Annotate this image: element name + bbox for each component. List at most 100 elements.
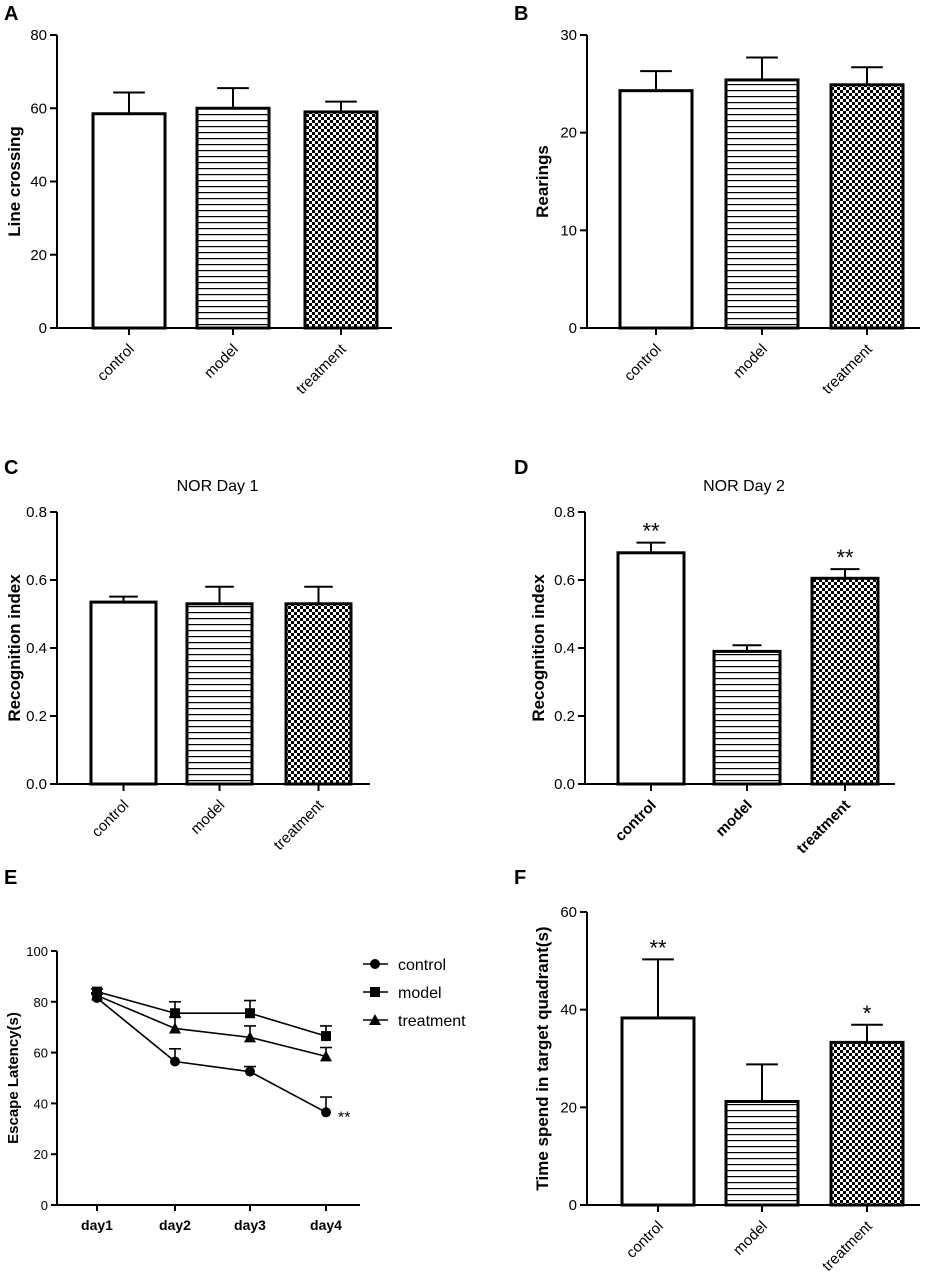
- chart-c-x-tick-label: treatment: [270, 796, 327, 853]
- chart-e-point-model: [170, 1008, 180, 1019]
- chart-c-bar-control: [89, 600, 158, 786]
- chart-e-x-tick-label: day4: [310, 1217, 342, 1233]
- chart-d-y-tick-label: 0.6: [554, 572, 575, 589]
- chart-d-bar-model: [712, 649, 782, 786]
- chart-f-y-tick-label: 20: [560, 1099, 577, 1116]
- chart-a-bar-model: [195, 106, 271, 330]
- chart-f-x-tick-label: model: [730, 1218, 771, 1259]
- chart-e-y-tick-label: 100: [26, 944, 48, 959]
- chart-b-x-tick-label: treatment: [819, 340, 876, 397]
- chart-c-y-label: Recognition index: [5, 574, 24, 722]
- panel-letter-d: D: [514, 457, 528, 479]
- chart-e-x-tick-label: day3: [234, 1217, 266, 1233]
- chart-b-plot: 0 10 20 30 Rearings control model treatment: [533, 27, 920, 398]
- chart-e-series-line-control: [96, 997, 327, 1113]
- chart-b-y-label: Rearings: [533, 145, 552, 218]
- chart-e-legend-marker-model: [370, 987, 380, 997]
- chart-e-y-tick-label: 40: [34, 1096, 48, 1111]
- chart-b-y-tick-label: 30: [560, 27, 577, 44]
- chart-e-point-treatment: [169, 1022, 181, 1034]
- chart-d-x-tick-label: treatment: [793, 797, 853, 857]
- chart-f-plot: 0 20 40 60 Time spend in target quadrant(s) c…: [533, 904, 920, 1275]
- chart-d-title: NOR Day 2: [703, 478, 785, 495]
- chart-e-point-treatment: [244, 1031, 256, 1043]
- panel-letter-f: F: [514, 867, 526, 889]
- chart-b-y-tick-label: 20: [560, 125, 577, 142]
- chart-b-x-tick-label: model: [730, 341, 771, 382]
- chart-c-y-tick-label: 0.0: [26, 776, 47, 793]
- chart-d-x-tick-label: model: [713, 797, 756, 840]
- chart-f-x-tick-label: control: [623, 1218, 667, 1262]
- panel-letter-e: E: [4, 867, 17, 889]
- panel-f: F 0 20 40 60 Time spend in target quadrant(s…: [514, 867, 920, 1275]
- chart-f-y-tick-label: 40: [560, 1002, 577, 1019]
- chart-e-x-tick-label: day1: [81, 1217, 113, 1233]
- chart-d-y-tick-label: 0.8: [554, 504, 575, 521]
- chart-d-plot: NOR Day 2 0.0 0.2 0.4 0.6 0.8 Recognition inde…: [529, 478, 895, 857]
- panel-e: E 0 20 40 60 80 100 day1 day2 day3 day4 Escape Lat…: [4, 867, 466, 1233]
- chart-c-x-tick-label: control: [88, 797, 132, 841]
- chart-c-y-tick-label: 0.4: [26, 640, 47, 657]
- chart-e-point-treatment: [91, 989, 103, 1001]
- chart-e-legend-marker-treatment: [369, 1014, 381, 1025]
- chart-d-bar-treatment: [810, 576, 880, 786]
- chart-a-plot: 0 20 40 60 80 Line crossing control model treatm…: [5, 27, 392, 398]
- chart-f-significance: *: [863, 1001, 872, 1026]
- chart-b-x-tick-label: control: [621, 341, 665, 385]
- chart-a-y-tick-label: 0: [39, 320, 47, 337]
- chart-d-y-label: Recognition index: [529, 574, 548, 722]
- chart-e-point-control: [321, 1107, 331, 1118]
- chart-b-bar-control: [618, 89, 694, 330]
- chart-a-bar-treatment: [303, 110, 379, 330]
- chart-a-x-tick-label: model: [201, 341, 242, 382]
- chart-c-y-tick-label: 0.2: [26, 708, 47, 725]
- chart-d-y-tick-label: 0.0: [554, 776, 575, 793]
- chart-e-series-line-treatment: [96, 994, 327, 1058]
- panel-letter-c: C: [4, 457, 18, 479]
- chart-d-x-tick-label: control: [612, 797, 660, 845]
- chart-e-plot: 0 20 40 60 80 100 day1 day2 day3 day4 Escape Laten…: [5, 944, 466, 1233]
- chart-f-bar-treatment: [829, 1040, 905, 1207]
- chart-b-bar-treatment: [829, 83, 905, 330]
- chart-f-y-label: Time spend in target quadrant(s): [533, 926, 552, 1190]
- chart-e-y-label: Escape Latency(s): [5, 1012, 22, 1144]
- chart-c-y-tick-label: 0.8: [26, 504, 47, 521]
- chart-d-significance: **: [642, 519, 660, 544]
- chart-f-significance: **: [649, 935, 667, 960]
- chart-d-y-tick-label: 0.4: [554, 640, 575, 657]
- chart-a-y-label: Line crossing: [5, 126, 24, 237]
- chart-a-x-tick-label: treatment: [293, 340, 350, 397]
- chart-e-point-control: [245, 1066, 255, 1077]
- chart-f-bar-control: [620, 1016, 696, 1207]
- chart-f-y-tick-label: 0: [569, 1197, 577, 1214]
- chart-e-y-tick-label: 80: [34, 995, 48, 1010]
- panel-b: B 0 10 20 30 Rearings control model treatment: [514, 3, 920, 398]
- chart-e-point-treatment: [320, 1050, 332, 1062]
- chart-e-point-control: [170, 1056, 180, 1067]
- chart-e-y-tick-label: 0: [41, 1198, 48, 1213]
- chart-f-y-tick-label: 60: [560, 904, 577, 921]
- chart-e-series-line-model: [96, 990, 327, 1037]
- chart-e-y-tick-label: 20: [34, 1147, 48, 1162]
- chart-d-y-tick-label: 0.2: [554, 708, 575, 725]
- chart-a-y-tick-label: 60: [30, 100, 47, 117]
- chart-d-bar-control: [616, 551, 686, 786]
- panel-d: D NOR Day 2 0.0 0.2 0.4 0.6 0.8 Recognition in…: [514, 457, 895, 857]
- chart-e-point-model: [321, 1031, 331, 1042]
- chart-f-x-tick-label: treatment: [819, 1217, 876, 1274]
- chart-c-plot: NOR Day 1 0.0 0.2 0.4 0.6 0.8 Recognition inde…: [5, 478, 370, 854]
- chart-b-y-tick-label: 0: [569, 320, 577, 337]
- chart-e-y-tick-label: 60: [34, 1046, 48, 1061]
- chart-a-x-tick-label: control: [94, 341, 138, 385]
- chart-a-y-tick-label: 20: [30, 247, 47, 264]
- panel-a: A 0 20 40 60 80 Line crossing control model trea…: [4, 3, 392, 398]
- chart-e-legend-marker-control: [370, 959, 380, 969]
- chart-e-legend-label-control: control: [398, 957, 446, 974]
- chart-a-bar-control: [91, 112, 167, 330]
- chart-e-point-model: [245, 1008, 255, 1019]
- chart-a-y-tick-label: 40: [30, 174, 47, 191]
- chart-c-x-tick-label: model: [187, 797, 228, 838]
- panel-letter-a: A: [4, 3, 18, 25]
- chart-e-x-tick-label: day2: [159, 1217, 191, 1233]
